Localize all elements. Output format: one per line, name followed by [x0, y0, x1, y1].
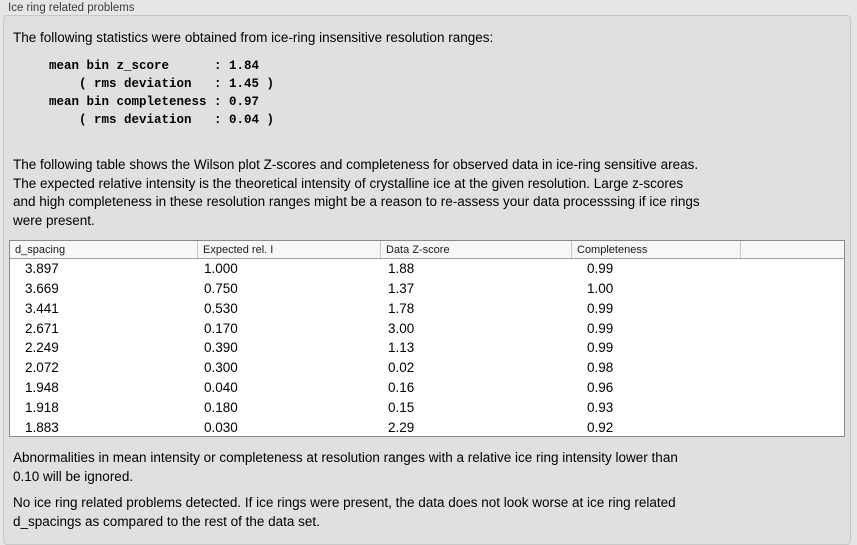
table-cell-d-spacing: 3.669	[25, 281, 59, 297]
table-description: The following table shows the Wilson plo…	[13, 157, 700, 228]
table-cell-empty	[741, 318, 844, 338]
table-row[interactable]: 3.897 1.000 1.88 0.99	[10, 259, 844, 279]
intro-text: The following statistics were obtained f…	[13, 30, 494, 45]
table-cell-data-z-score: 2.29	[388, 419, 415, 435]
table-cell-expected-rel-i: 0.300	[204, 360, 238, 376]
table-cell-empty	[741, 299, 844, 319]
table-row[interactable]: 2.072 0.300 0.02 0.98	[10, 358, 844, 378]
table-cell-completeness: 0.93	[587, 399, 614, 415]
table-cell-expected-rel-i: 0.750	[204, 281, 238, 297]
table-cell-completeness: 0.96	[587, 379, 614, 395]
table-row[interactable]: 1.883 0.030 2.29 0.92	[10, 417, 844, 437]
table-cell-completeness: 0.99	[587, 261, 614, 277]
table-row[interactable]: 1.948 0.040 0.16 0.96	[10, 378, 844, 398]
table-cell-expected-rel-i: 0.180	[204, 399, 238, 415]
conclusion-text: No ice ring related problems detected. I…	[13, 495, 676, 529]
table-cell-completeness: 0.99	[587, 340, 614, 356]
table-cell-empty	[741, 397, 844, 417]
table-cell-completeness: 1.00	[587, 281, 614, 297]
column-header-expected-rel-i[interactable]: Expected rel. I	[198, 241, 381, 258]
column-header-data-z-score[interactable]: Data Z-score	[381, 241, 572, 258]
table-row[interactable]: 1.918 0.180 0.15 0.93	[10, 397, 844, 417]
table-cell-completeness: 0.92	[587, 419, 614, 435]
table-row[interactable]: 3.669 0.750 1.37 1.00	[10, 279, 844, 299]
table-header: d_spacing Expected rel. I Data Z-score C…	[10, 241, 844, 259]
table-cell-completeness: 0.99	[587, 300, 614, 316]
table-body: 3.897 1.000 1.88 0.99 3.669 0.750 1.37 1…	[10, 259, 844, 437]
table-row[interactable]: 2.249 0.390 1.13 0.99	[10, 338, 844, 358]
ice-ring-table[interactable]: d_spacing Expected rel. I Data Z-score C…	[9, 240, 845, 437]
table-cell-completeness: 0.99	[587, 320, 614, 336]
table-cell-empty	[741, 378, 844, 398]
table-cell-expected-rel-i: 0.040	[204, 379, 238, 395]
table-cell-data-z-score: 1.88	[388, 261, 415, 277]
table-row[interactable]: 2.671 0.170 3.00 0.99	[10, 318, 844, 338]
table-cell-data-z-score: 3.00	[388, 320, 415, 336]
column-header-completeness[interactable]: Completeness	[572, 241, 741, 258]
table-cell-d-spacing: 3.897	[25, 261, 59, 277]
table-cell-data-z-score: 1.78	[388, 300, 415, 316]
table-cell-d-spacing: 3.441	[25, 300, 59, 316]
table-cell-expected-rel-i: 0.390	[204, 340, 238, 356]
table-row[interactable]: 3.441 0.530 1.78 0.99	[10, 299, 844, 319]
table-cell-data-z-score: 0.15	[388, 399, 415, 415]
table-cell-expected-rel-i: 1.000	[204, 261, 238, 277]
table-cell-d-spacing: 1.948	[25, 379, 59, 395]
table-cell-empty	[741, 338, 844, 358]
table-cell-expected-rel-i: 0.170	[204, 320, 238, 336]
column-header-empty	[741, 241, 844, 258]
table-cell-d-spacing: 1.883	[25, 419, 59, 435]
table-cell-empty	[741, 417, 844, 437]
table-cell-d-spacing: 2.072	[25, 360, 59, 376]
panel-title: Ice ring related problems	[8, 2, 135, 14]
ignore-note: Abnormalities in mean intensity or compl…	[13, 450, 678, 484]
table-cell-completeness: 0.98	[587, 360, 614, 376]
table-cell-d-spacing: 2.671	[25, 320, 59, 336]
table-cell-empty	[741, 259, 844, 279]
table-cell-data-z-score: 1.37	[388, 281, 415, 297]
table-cell-data-z-score: 0.16	[388, 379, 415, 395]
table-cell-data-z-score: 0.02	[388, 360, 415, 376]
stats-block: mean bin z_score : 1.84 ( rms deviation …	[49, 59, 275, 127]
table-cell-d-spacing: 2.249	[25, 340, 59, 356]
table-cell-expected-rel-i: 0.530	[204, 300, 238, 316]
table-cell-data-z-score: 1.13	[388, 340, 415, 356]
table-cell-empty	[741, 279, 844, 299]
table-cell-expected-rel-i: 0.030	[204, 419, 238, 435]
table-cell-d-spacing: 1.918	[25, 399, 59, 415]
column-header-d-spacing[interactable]: d_spacing	[10, 241, 198, 258]
table-cell-empty	[741, 358, 844, 378]
